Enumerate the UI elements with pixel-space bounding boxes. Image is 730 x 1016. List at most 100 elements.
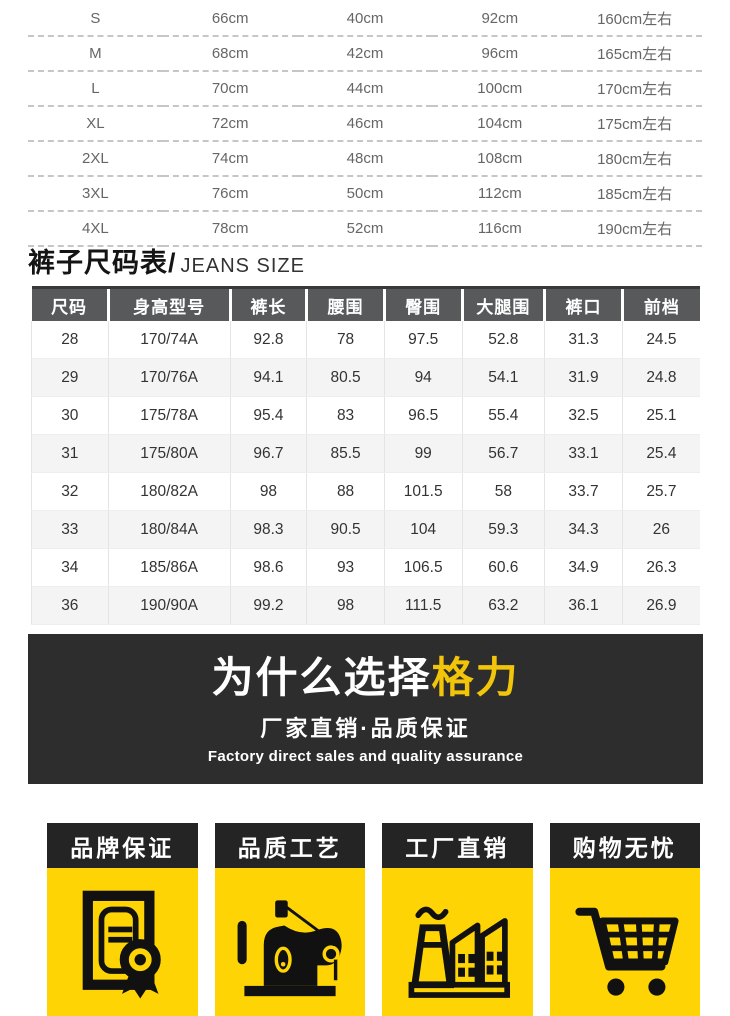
table-cell: 99.2 [229, 586, 307, 625]
table-cell: 92.8 [229, 321, 307, 359]
table-cell: 40cm [297, 2, 433, 37]
table-cell: 25.1 [621, 396, 700, 435]
table-cell: 34.9 [544, 548, 623, 587]
table-cell: M [28, 36, 163, 72]
table-cell: 106.5 [383, 548, 462, 587]
table-cell: 98.6 [229, 548, 307, 587]
table-cell: 190/90A [107, 586, 231, 625]
table-cell: 66cm [162, 2, 298, 37]
table-cell: 70cm [162, 71, 298, 107]
table-cell: 170cm左右 [567, 71, 702, 107]
table-cell: 32 [31, 472, 109, 511]
table-cell: 98 [306, 586, 385, 625]
badge-label: 品质工艺 [214, 823, 365, 868]
table-cell: 48cm [297, 141, 433, 177]
shirt-size-table-body: S 66cm 40cm 92cm 160cm左右 M 68cm 42cm 96cm 165cm左… [28, 2, 702, 247]
jeans-table-body: 28 170/74A 92.8 78 97.5 52.8 31.3 24.5 29 170/76… [31, 321, 700, 625]
table-cell: S [28, 2, 163, 37]
heading-zh: 裤子尺码表/ [28, 248, 177, 278]
badge-worry-free: 购物无忧 [549, 823, 700, 1016]
table-cell: 25.7 [621, 472, 700, 511]
table-row: L 70cm 44cm 100cm 170cm左右 [28, 71, 702, 107]
badge-label: 工厂直销 [382, 823, 533, 868]
table-cell: 74cm [162, 141, 298, 177]
table-cell: 100cm [432, 71, 568, 107]
table-row: 34 185/86A 98.6 93 106.5 60.6 34.9 26.3 [31, 548, 700, 587]
shirt-size-table: S 66cm 40cm 92cm 160cm左右 M 68cm 42cm 96cm 165cm左… [28, 2, 702, 247]
table-cell: 96.7 [229, 434, 307, 473]
table-cell: 76cm [162, 176, 298, 212]
table-cell: 98 [229, 472, 307, 511]
table-cell: 80.5 [306, 358, 385, 397]
table-cell: 175/80A [107, 434, 231, 473]
table-cell: 101.5 [383, 472, 462, 511]
table-cell: 83 [306, 396, 385, 435]
table-cell: 78cm [162, 211, 298, 247]
table-cell: 52cm [297, 211, 433, 247]
table-cell: 26.3 [621, 548, 700, 587]
heading-en: JEANS SIZE [180, 255, 305, 277]
table-cell: 94 [383, 358, 462, 397]
table-cell: 175cm左右 [567, 106, 702, 142]
table-row: 3XL 76cm 50cm 112cm 185cm左右 [28, 176, 702, 212]
table-cell: 96.5 [383, 396, 462, 435]
banner-subtitle: 厂家直销·品质保证 [260, 716, 471, 742]
table-cell: 185/86A [107, 548, 231, 587]
banner-title-main: 为什么选择 [211, 654, 432, 701]
table-cell: 54.1 [461, 358, 545, 397]
table-cell: 88 [306, 472, 385, 511]
table-cell: 170/74A [107, 321, 231, 359]
table-row: 30 175/78A 95.4 83 96.5 55.4 32.5 25.1 [31, 396, 700, 435]
table-cell: 34 [31, 548, 109, 587]
header-cell: 臀围 [382, 286, 462, 321]
table-cell: 2XL [28, 141, 163, 177]
table-cell: 24.8 [621, 358, 700, 397]
badge-factory-direct: 工厂直销 [382, 823, 533, 1016]
table-cell: 58 [461, 472, 545, 511]
header-cell: 身高型号 [106, 286, 231, 321]
table-cell: 29 [31, 358, 109, 397]
shopping-cart-icon [575, 907, 679, 996]
table-cell: 59.3 [461, 510, 545, 549]
header-cell: 腰围 [305, 286, 385, 321]
table-cell: 94.1 [229, 358, 307, 397]
table-cell: 95.4 [229, 396, 307, 435]
table-row: 28 170/74A 92.8 78 97.5 52.8 31.3 24.5 [31, 321, 700, 359]
certificate-icon [82, 890, 162, 999]
table-row: 36 190/90A 99.2 98 111.5 63.2 36.1 26.9 [31, 586, 700, 625]
header-cell: 裤口 [543, 286, 623, 321]
table-cell: 92cm [432, 2, 568, 37]
jeans-size-heading: 裤子尺码表/JEANS SIZE [28, 241, 305, 280]
table-cell: L [28, 71, 163, 107]
table-cell: 36 [31, 586, 109, 625]
table-cell: XL [28, 106, 163, 142]
jeans-size-table: 尺码 身高型号 裤长 腰围 臀围 大腿围 裤口 前档 28 170/74A 92.8 78 97.5 5… [31, 286, 700, 625]
table-cell: 33.7 [544, 472, 623, 511]
table-row: 31 175/80A 96.7 85.5 99 56.7 33.1 25.4 [31, 434, 700, 473]
table-cell: 175/78A [107, 396, 231, 435]
table-row: 4XL 78cm 52cm 116cm 190cm左右 [28, 211, 702, 247]
table-cell: 111.5 [383, 586, 462, 625]
table-row: M 68cm 42cm 96cm 165cm左右 [28, 36, 702, 72]
table-cell: 180/82A [107, 472, 231, 511]
badge-brand-guarantee: 品牌保证 [47, 823, 198, 1016]
table-cell: 93 [306, 548, 385, 587]
table-cell: 99 [383, 434, 462, 473]
factory-icon [408, 906, 511, 998]
table-cell: 24.5 [621, 321, 700, 359]
table-cell: 3XL [28, 176, 163, 212]
banner-subtitle-en: Factory direct sales and quality assuran… [207, 748, 524, 766]
table-cell: 46cm [297, 106, 433, 142]
table-cell: 190cm左右 [567, 211, 702, 247]
table-row: 32 180/82A 98 88 101.5 58 33.7 25.7 [31, 472, 700, 511]
table-cell: 34.3 [544, 510, 623, 549]
table-row: S 66cm 40cm 92cm 160cm左右 [28, 2, 702, 37]
table-cell: 170/76A [107, 358, 231, 397]
table-cell: 116cm [432, 211, 568, 247]
header-cell: 裤长 [228, 286, 307, 321]
sewing-machine-icon [237, 900, 342, 997]
table-cell: 31.3 [544, 321, 623, 359]
table-cell: 33 [31, 510, 109, 549]
badge-label: 购物无忧 [549, 823, 700, 868]
table-cell: 31.9 [544, 358, 623, 397]
